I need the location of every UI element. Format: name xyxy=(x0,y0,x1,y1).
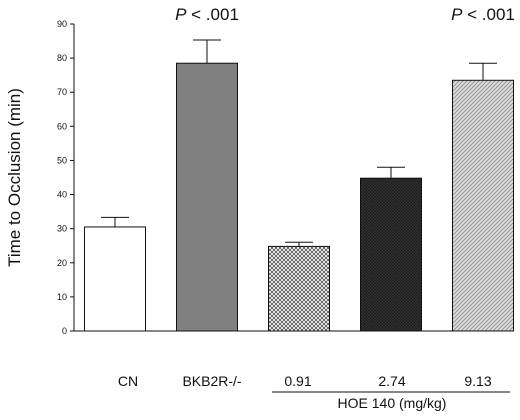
annotation-value: < .001 xyxy=(462,5,514,24)
y-tick-label: 50 xyxy=(57,155,67,165)
significance-annotation: P < .001 xyxy=(451,5,515,24)
bar-4 xyxy=(452,79,514,332)
bar-1 xyxy=(176,62,238,332)
y-tick-label: 20 xyxy=(57,258,67,268)
y-tick-label: 40 xyxy=(57,190,67,200)
y-tick-label: 90 xyxy=(57,19,67,29)
category-label: BKB2R-/- xyxy=(182,373,241,389)
significance-annotation: P < .001 xyxy=(175,5,239,24)
category-label: 2.74 xyxy=(378,373,405,389)
y-tick-label: 10 xyxy=(57,292,67,302)
bar-3 xyxy=(360,177,422,332)
y-axis-title: Time to Occlusion (min) xyxy=(5,88,24,267)
y-tick-label: 70 xyxy=(57,87,67,97)
bar-2 xyxy=(268,245,330,332)
category-label: 0.91 xyxy=(284,373,311,389)
annotation-value: < .001 xyxy=(186,5,238,24)
category-label: CN xyxy=(118,373,138,389)
category-label: 9.13 xyxy=(464,373,491,389)
annotation-p: P xyxy=(175,5,187,24)
bar-0 xyxy=(84,226,146,332)
y-tick-label: 80 xyxy=(57,53,67,63)
group-label: HOE 140 (mg/kg) xyxy=(338,395,447,411)
y-tick-label: 30 xyxy=(57,224,67,234)
y-tick-label: 60 xyxy=(57,121,67,131)
annotation-p: P xyxy=(451,5,463,24)
y-tick-label: 0 xyxy=(62,326,67,336)
